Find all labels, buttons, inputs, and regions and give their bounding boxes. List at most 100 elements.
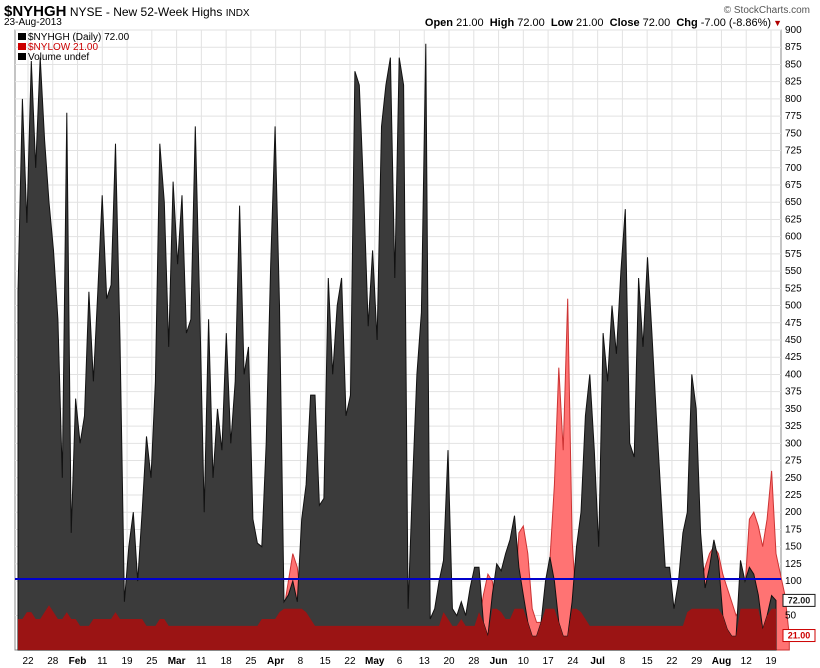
y-tick-label: 425 [785,352,802,363]
y-tick-label: 475 [785,318,802,329]
index-tag: INDX [225,8,250,19]
y-tick-label: 600 [785,232,802,243]
y-tick-label: 800 [785,94,802,105]
nylow-badge-text: 21.00 [788,631,811,641]
high-label: High [489,17,515,29]
x-tick-label: 25 [146,656,158,667]
y-tick-label: 700 [785,163,802,174]
nylow-badge-box [782,629,816,643]
y-tick-label: 900 [785,25,802,36]
y-tick-label: 850 [785,59,802,70]
x-tick-label: 11 [97,656,108,667]
value-badges: 72.00 21.00 [782,593,816,643]
x-tick-label: 13 [419,656,431,667]
y-tick-label: 525 [785,283,802,294]
x-tick-label: 15 [642,656,654,667]
high-value: 72.00 [517,17,545,29]
x-tick-label: Mar [168,656,186,667]
y-tick-label: 625 [785,214,802,225]
x-tick-label: 17 [543,656,555,667]
x-tick-label: 22 [666,656,678,667]
nyhgh-badge-text: 72.00 [788,595,811,605]
close-value: 72.00 [642,17,671,29]
y-tick-label: 775 [785,111,802,122]
open-label: Open [424,17,454,29]
low-value: 21.00 [575,17,604,29]
x-tick-label: 12 [741,656,753,667]
x-tick-label: May [365,656,385,667]
y-tick-label: 275 [785,456,802,467]
y-tick-label: 175 [785,524,802,535]
y-tick-label: 825 [785,77,802,88]
x-tick-label: 28 [468,656,480,667]
chart-title: $NYHGH NYSE - New 52-Week Highs INDX [4,3,250,20]
down-arrow-icon: ▼ [773,18,782,28]
x-tick-label: Aug [712,656,731,667]
brand-label[interactable]: © StockCharts.com [723,5,810,16]
open-value: 21.00 [456,17,484,29]
y-tick-label: 225 [785,490,802,501]
x-tick-label: 25 [245,656,257,667]
y-tick-label: 50 [785,611,797,622]
x-tick-label: Apr [267,656,284,667]
x-tick-label: 11 [196,656,207,667]
y-tick-label: 725 [785,146,802,157]
ohlc-readout: Open 21.00 High 72.00 Low 21.00 Close 72… [425,17,782,29]
x-axis: 22 28 Feb 11 19 25 Mar 11 18 25 Apr 8 15 22 May 6 13 20 28… [22,656,777,667]
y-tick-label: 875 [785,42,802,53]
x-tick-label: 28 [47,656,59,667]
legend-label: $NYHGH (Daily) 72.00 [28,32,130,43]
nyhgh-area [17,43,777,651]
x-tick-label: 20 [443,656,455,667]
y-tick-label: 400 [785,369,802,380]
low-label: Low [550,17,573,29]
y-tick-label: 250 [785,473,802,484]
y-tick-label: 500 [785,301,802,312]
chg-label: Chg [676,17,698,29]
x-tick-label: 8 [620,656,626,667]
x-tick-label: Jul [590,656,605,667]
x-tick-label: 24 [567,656,579,667]
y-tick-label: 100 [785,576,802,587]
x-tick-label: 22 [344,656,356,667]
legend-label: $NYLOW 21.00 [28,42,98,53]
x-tick-label: Feb [69,656,87,667]
legend-swatch [18,53,26,60]
chart-date: 23-Aug-2013 [4,17,62,28]
y-tick-label: 150 [785,542,802,553]
legend-swatch [18,43,26,50]
x-tick-label: Jun [490,656,508,667]
y-tick-label: 325 [785,421,802,432]
y-axis: 50 100 125 150 175 200 225 250 275 300 325 350 375 40… [785,25,802,622]
y-tick-label: 450 [785,335,802,346]
y-tick-label: 675 [785,180,802,191]
y-tick-label: 575 [785,249,802,260]
y-tick-label: 300 [785,438,802,449]
close-label: Close [609,17,640,29]
y-tick-label: 375 [785,387,802,398]
y-tick-label: 350 [785,404,802,415]
x-tick-label: 6 [397,656,403,667]
x-tick-label: 10 [518,656,530,667]
exchange-desc: NYSE - New 52-Week Highs [69,5,223,19]
y-tick-label: 750 [785,128,802,139]
x-tick-label: 19 [122,656,134,667]
x-tick-label: 22 [22,656,34,667]
y-tick-label: 125 [785,559,802,570]
x-tick-label: 29 [691,656,703,667]
x-tick-label: 15 [320,656,332,667]
x-tick-label: 19 [765,656,777,667]
x-tick-label: 8 [298,656,304,667]
x-tick-label: 18 [221,656,233,667]
chg-value: -7.00 (-8.86%) [700,17,772,29]
highs-layer [17,43,777,651]
y-tick-label: 200 [785,507,802,518]
y-tick-label: 550 [785,266,802,277]
legend-label: Volume undef [28,52,89,63]
volume-area [18,605,776,650]
nyhgh-badge-box [782,593,816,607]
symbol-label: $NYHGH [4,3,67,20]
y-tick-label: 650 [785,197,802,208]
